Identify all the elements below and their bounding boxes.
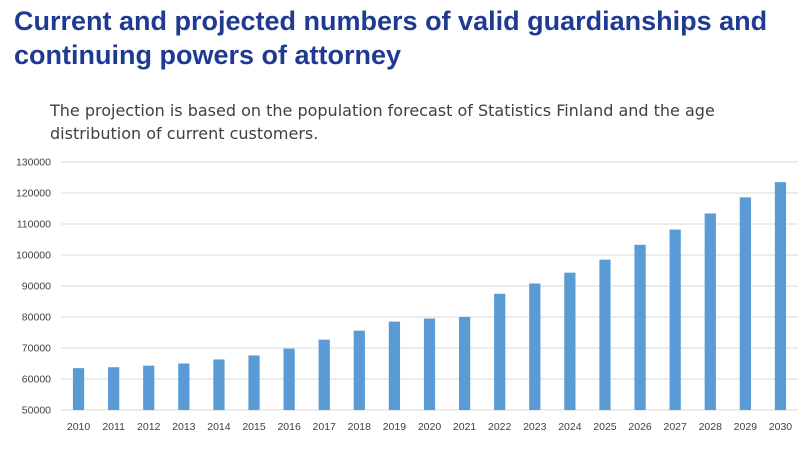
bar (248, 355, 260, 410)
bar (458, 317, 471, 410)
bar (388, 321, 401, 410)
bar (213, 359, 225, 410)
x-tick-label: 2028 (699, 421, 723, 433)
x-tick-label: 2019 (383, 421, 407, 433)
y-tick-label: 50000 (22, 405, 51, 417)
bar (283, 348, 295, 410)
bar (318, 339, 330, 410)
x-tick-label: 2018 (348, 421, 372, 433)
bar (564, 272, 576, 410)
x-tick-label: 2025 (593, 421, 617, 433)
x-tick-label: 2013 (172, 421, 196, 433)
x-tick-label: 2011 (102, 421, 125, 433)
x-tick-label: 2024 (558, 421, 582, 433)
bar (108, 367, 120, 410)
x-tick-label: 2014 (207, 421, 231, 433)
x-tick-label: 2012 (137, 421, 161, 433)
bar (423, 318, 436, 410)
y-tick-label: 60000 (22, 374, 51, 386)
bar (72, 368, 85, 410)
bar (353, 330, 365, 410)
x-tick-label: 2016 (277, 421, 301, 433)
bar (739, 197, 751, 410)
bar (494, 293, 506, 410)
x-tick-label: 2022 (488, 421, 512, 433)
x-tick-label: 2021 (453, 421, 477, 433)
x-tick-label: 2017 (313, 421, 337, 433)
x-tick-label: 2023 (523, 421, 547, 433)
bar (669, 229, 681, 410)
x-tick-label: 2020 (418, 421, 442, 433)
y-tick-label: 110000 (17, 219, 51, 231)
x-tick-label: 2015 (242, 421, 266, 433)
y-tick-label: 90000 (22, 281, 51, 293)
bar (599, 259, 611, 410)
bar (143, 365, 155, 410)
y-tick-label: 130000 (16, 157, 51, 169)
y-tick-label: 80000 (22, 312, 51, 324)
x-tick-label: 2027 (663, 421, 687, 433)
bar (178, 363, 190, 410)
x-tick-label: 2029 (734, 421, 758, 433)
x-tick-label: 2030 (769, 421, 793, 433)
page-title: Current and projected numbers of valid g… (14, 6, 768, 70)
bar (529, 283, 541, 410)
y-tick-label: 100000 (16, 250, 51, 262)
bar (634, 244, 646, 410)
x-tick-label: 2010 (67, 421, 91, 433)
bar (704, 213, 716, 410)
bar (774, 182, 787, 410)
chart-subtitle: The projection is based on the populatio… (50, 101, 715, 143)
y-tick-label: 70000 (22, 343, 51, 355)
y-tick-label: 120000 (16, 188, 51, 200)
x-tick-label: 2026 (628, 421, 652, 433)
